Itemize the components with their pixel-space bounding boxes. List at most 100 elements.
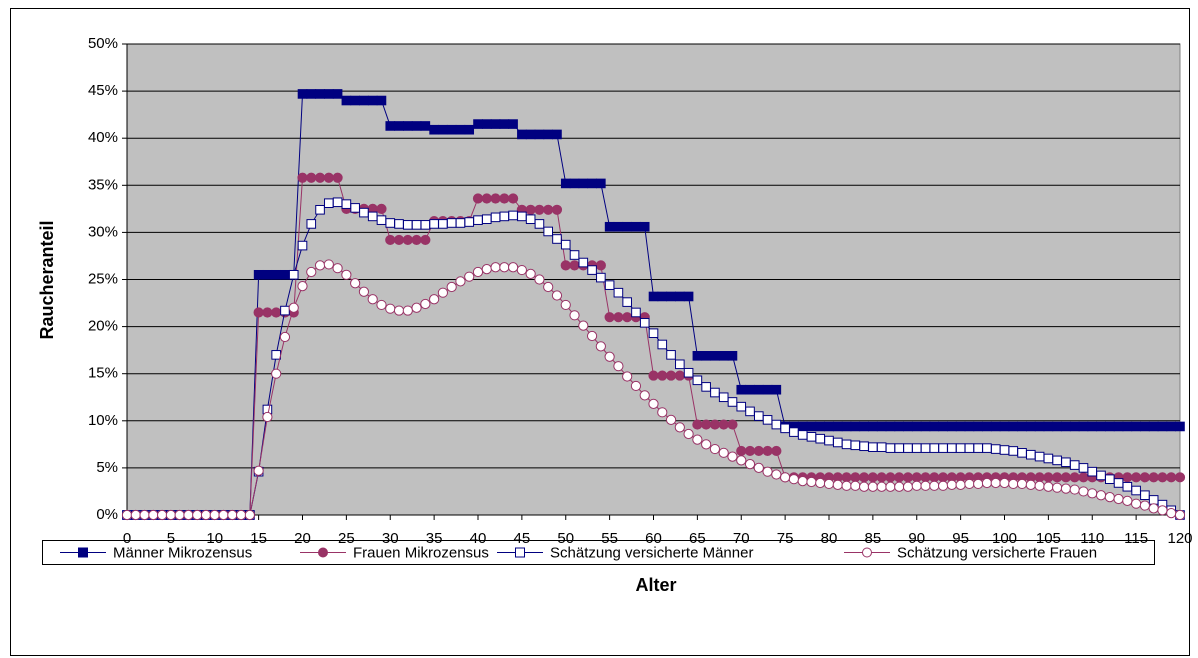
data-point	[929, 443, 940, 453]
data-point	[1175, 421, 1185, 432]
data-point	[350, 278, 361, 289]
data-point	[1105, 421, 1115, 432]
data-point	[832, 479, 843, 490]
data-point	[1069, 484, 1080, 495]
data-point	[1157, 421, 1168, 432]
legend-label: Frauen Mikrozensus	[353, 544, 489, 561]
data-point	[876, 442, 887, 452]
data-point	[227, 509, 238, 521]
x-tick-label: 115	[1124, 530, 1148, 547]
y-tick-label: 10%	[88, 412, 118, 429]
data-point	[1148, 503, 1159, 514]
data-point	[710, 351, 720, 361]
data-point	[543, 226, 554, 237]
data-point	[1016, 478, 1028, 490]
data-point	[1043, 481, 1054, 492]
data-point	[832, 437, 843, 448]
data-point	[604, 221, 615, 232]
legend-marker	[318, 547, 328, 558]
data-point	[1043, 421, 1054, 432]
data-point	[464, 217, 475, 227]
data-point	[324, 198, 334, 208]
data-point	[253, 269, 264, 280]
x-tick-label: 95	[952, 530, 969, 547]
data-point	[999, 421, 1010, 432]
data-point	[429, 294, 440, 305]
data-point	[876, 472, 887, 483]
data-point	[903, 421, 913, 432]
data-point	[771, 419, 782, 430]
data-point	[499, 119, 510, 129]
data-point	[727, 351, 738, 361]
data-point	[762, 466, 773, 477]
x-tick-label: 90	[908, 530, 925, 547]
data-point	[613, 361, 624, 372]
data-point	[1069, 421, 1080, 432]
data-point	[675, 359, 685, 370]
data-point	[683, 367, 694, 378]
x-tick-label: 65	[689, 530, 706, 547]
x-tick-label: 100	[992, 530, 1017, 547]
data-point	[727, 419, 738, 430]
legend-marker	[862, 547, 872, 558]
data-point	[1104, 492, 1115, 503]
data-point	[174, 509, 185, 521]
x-tick-label: 20	[294, 530, 311, 547]
data-point	[271, 307, 282, 318]
x-tick-label: 10	[206, 530, 223, 547]
data-point	[771, 384, 782, 395]
data-point	[420, 121, 431, 131]
data-point	[947, 421, 957, 432]
data-point	[841, 439, 852, 450]
data-point	[727, 397, 738, 407]
data-point	[1052, 455, 1062, 466]
data-point	[955, 443, 966, 453]
x-tick-label: 80	[821, 530, 838, 547]
data-point	[771, 445, 782, 457]
data-point	[376, 215, 387, 225]
data-point	[701, 382, 711, 392]
data-point	[1008, 446, 1019, 456]
data-point	[1113, 478, 1124, 488]
data-point	[1060, 483, 1072, 494]
data-point	[473, 119, 483, 129]
data-point	[341, 199, 352, 209]
data-point	[262, 307, 273, 318]
data-point	[938, 421, 948, 432]
data-point	[867, 472, 878, 483]
data-point	[411, 220, 422, 230]
data-point	[674, 370, 685, 381]
data-point	[200, 509, 212, 521]
data-point	[709, 443, 721, 455]
data-point	[446, 218, 457, 228]
legend-label: Schätzung versicherte Männer	[550, 544, 753, 561]
data-point	[314, 260, 326, 271]
data-point	[403, 220, 413, 230]
data-point	[692, 419, 703, 430]
data-point	[692, 434, 703, 445]
x-tick-label: 60	[645, 530, 662, 547]
data-point	[525, 129, 536, 140]
data-point	[630, 380, 642, 392]
data-point	[1043, 453, 1054, 464]
data-point	[1122, 481, 1133, 492]
data-point	[665, 414, 677, 425]
data-point	[394, 121, 404, 131]
data-point	[393, 234, 405, 246]
data-point	[657, 370, 668, 381]
data-point	[569, 260, 580, 271]
data-point	[394, 219, 404, 229]
y-tick-label: 40%	[88, 129, 118, 146]
data-point	[455, 276, 466, 287]
data-point	[692, 375, 703, 386]
data-point	[306, 172, 317, 183]
data-point	[648, 291, 659, 302]
data-point	[701, 439, 712, 450]
data-point	[815, 433, 826, 444]
data-point	[657, 339, 668, 350]
data-point	[920, 421, 931, 432]
data-point	[648, 328, 659, 338]
data-point	[271, 269, 281, 280]
data-point	[1034, 480, 1045, 491]
data-point	[551, 290, 563, 301]
